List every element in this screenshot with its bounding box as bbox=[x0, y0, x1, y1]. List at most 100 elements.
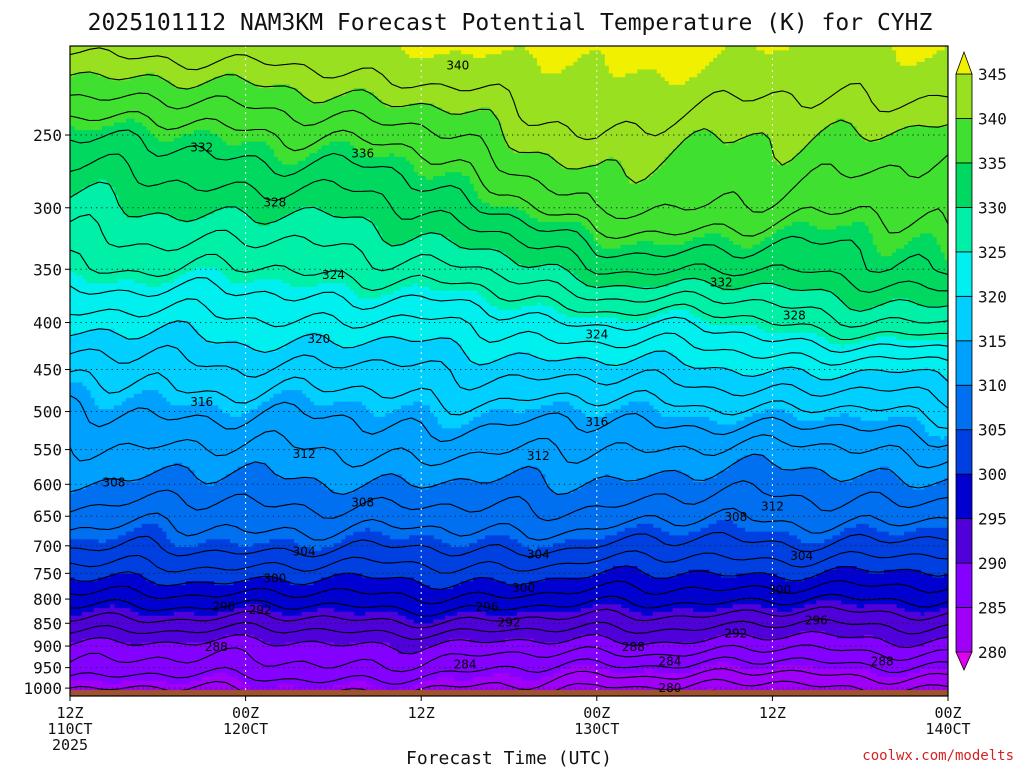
contour-label: 288 bbox=[622, 640, 645, 654]
isentrope-332 bbox=[70, 153, 948, 293]
isentrope-328 bbox=[70, 213, 948, 328]
y-tick-label: 350 bbox=[33, 260, 62, 279]
isentrope-334 bbox=[70, 129, 948, 276]
contour-label: 328 bbox=[263, 195, 286, 209]
colorbar-band bbox=[955, 518, 973, 564]
contour-label: 304 bbox=[527, 547, 550, 561]
colorbar-tick-label: 290 bbox=[978, 554, 1007, 573]
contour-label: 308 bbox=[102, 475, 125, 489]
isentrope-340 bbox=[70, 71, 948, 184]
colorbar-max-arrow bbox=[955, 50, 973, 75]
filled-band bbox=[70, 179, 948, 349]
isentrope-294 bbox=[70, 606, 948, 629]
y-tick-label: 750 bbox=[33, 564, 62, 583]
isentrope-300 bbox=[70, 565, 948, 590]
filled-band bbox=[70, 72, 948, 261]
contour-label: 336 bbox=[351, 147, 374, 161]
x-tick-label: 12Z bbox=[759, 704, 786, 722]
colorbar-band bbox=[955, 607, 973, 653]
colorbar-band bbox=[955, 340, 973, 386]
colorbar-tick-label: 315 bbox=[978, 332, 1007, 351]
contour-label: 280 bbox=[659, 681, 682, 695]
x-tick-label: 110CT bbox=[47, 720, 92, 738]
colorbar-band bbox=[955, 562, 973, 608]
colorbar-tick-label: 280 bbox=[978, 643, 1007, 662]
isentrope-298 bbox=[70, 580, 948, 605]
colorbar-band bbox=[955, 251, 973, 297]
x-tick-label: 00Z bbox=[934, 704, 961, 722]
isentrope-330 bbox=[70, 181, 948, 312]
y-axis: 250 300 350 400 450 500 550 600 650 700 750 800 850 9… bbox=[23, 126, 70, 698]
contour-label: 312 bbox=[293, 447, 316, 461]
contour-label: 296 bbox=[805, 613, 828, 627]
contour-label: 300 bbox=[263, 572, 286, 586]
colorbar-tick-label: 285 bbox=[978, 599, 1007, 618]
y-tick-label: 600 bbox=[33, 475, 62, 494]
filled-band bbox=[70, 661, 948, 696]
filled-band bbox=[70, 46, 948, 185]
y-tick-label: 250 bbox=[33, 126, 62, 145]
filled-band bbox=[70, 267, 948, 380]
x-tick-label: 12Z bbox=[408, 704, 435, 722]
y-tick-label: 550 bbox=[33, 441, 62, 460]
colorbar-band bbox=[955, 295, 973, 342]
y-tick-label: 400 bbox=[33, 314, 62, 333]
filled-band bbox=[401, 46, 945, 85]
colorbar-band bbox=[955, 384, 973, 431]
contour-label: 312 bbox=[527, 449, 550, 463]
x-tick-label: 12Z bbox=[56, 704, 83, 722]
contour-label: 332 bbox=[190, 141, 213, 155]
contour-label: 300 bbox=[512, 581, 535, 595]
isentrope-326 bbox=[70, 249, 948, 341]
y-tick-label: 800 bbox=[33, 590, 62, 609]
credit-text: coolwx.com/modelts bbox=[862, 748, 1014, 764]
x-tick-label: 00Z bbox=[583, 704, 610, 722]
x-tick-label: 130CT bbox=[574, 720, 619, 738]
filled-band bbox=[70, 321, 948, 441]
colorbar-tick-label: 305 bbox=[978, 421, 1007, 440]
isentrope-324 bbox=[70, 277, 948, 354]
contour-label: 340 bbox=[446, 58, 469, 72]
contour-label: 312 bbox=[761, 499, 784, 513]
contour-label: 324 bbox=[322, 268, 345, 282]
contour-label: 308 bbox=[351, 495, 374, 509]
colorbar-tick-label: 335 bbox=[978, 154, 1007, 173]
x-tick-label: 00Z bbox=[232, 704, 259, 722]
isentrope-304 bbox=[70, 531, 948, 558]
y-tick-label: 450 bbox=[33, 361, 62, 380]
contour-label: 292 bbox=[498, 615, 521, 629]
colorbar-band bbox=[955, 118, 973, 164]
contour-label: 308 bbox=[724, 510, 747, 524]
isentrope-318 bbox=[70, 344, 948, 409]
isentrope-290 bbox=[70, 630, 948, 655]
x-tick-label: 140CT bbox=[925, 720, 970, 738]
contour-label: 324 bbox=[585, 327, 608, 341]
contour-label: 316 bbox=[585, 415, 608, 429]
colorbar-tick-label: 345 bbox=[978, 65, 1007, 84]
y-tick-label: 1000 bbox=[23, 679, 62, 698]
colorbar-band bbox=[955, 429, 973, 475]
isentrope-336 bbox=[70, 111, 948, 240]
isentrope-342 bbox=[70, 47, 948, 141]
y-tick-label: 700 bbox=[33, 537, 62, 556]
isentrope-316 bbox=[70, 369, 948, 430]
isentrope-286 bbox=[70, 656, 948, 685]
isentrope-288 bbox=[70, 644, 948, 673]
y-tick-label: 650 bbox=[33, 507, 62, 526]
chart-title: 2025101112 NAM3KM Forecast Potential Tem… bbox=[88, 10, 933, 36]
ground-surface bbox=[70, 690, 948, 696]
isentrope-306 bbox=[70, 507, 948, 541]
colorbar-band bbox=[955, 73, 973, 119]
colorbar-min-arrow bbox=[955, 651, 973, 671]
colorbar-tick-label: 330 bbox=[978, 198, 1007, 217]
colorbar: 280 285 290 295 300 305 310 315 320 325 330 335 340 3… bbox=[955, 50, 1007, 671]
colorbar-tick-label: 310 bbox=[978, 376, 1007, 395]
y-tick-label: 850 bbox=[33, 614, 62, 633]
isentrope-320 bbox=[70, 320, 948, 382]
y-tick-label: 300 bbox=[33, 199, 62, 218]
contour-label: 284 bbox=[659, 654, 682, 668]
colorbar-tick-label: 325 bbox=[978, 243, 1007, 262]
x-tick-label: 2025 bbox=[52, 736, 88, 754]
